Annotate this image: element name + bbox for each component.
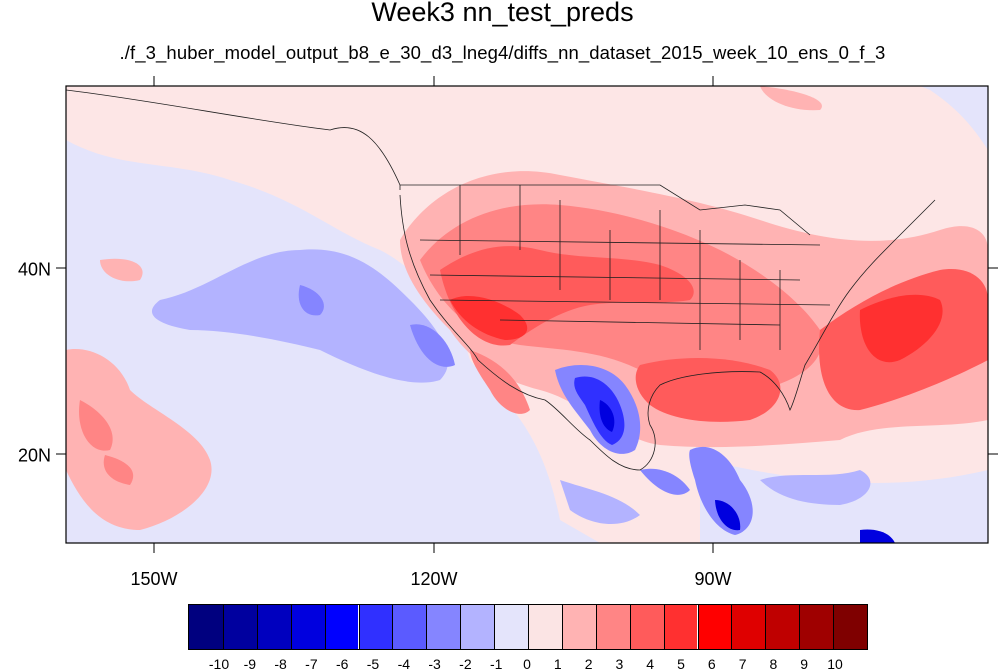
colorbar-swatch xyxy=(256,605,291,649)
lon-label-120w: 120W xyxy=(410,569,458,589)
colorbar-swatch xyxy=(426,605,461,649)
colorbar-tick-label: -2 xyxy=(459,656,472,672)
colorbar-swatch xyxy=(629,605,664,649)
colorbar-tick-label: -3 xyxy=(428,656,441,672)
plot-frame xyxy=(65,85,989,544)
colorbar-swatch xyxy=(833,605,867,649)
colorbar-tick-label: -7 xyxy=(305,656,318,672)
map-title: Week3 nn_test_preds xyxy=(371,0,634,27)
colorbar-tick-label: 2 xyxy=(584,656,593,672)
colorbar-swatch xyxy=(460,605,495,649)
colorbar-swatch xyxy=(324,605,359,649)
lat-label-20n: 20N xyxy=(18,445,52,466)
colorbar-swatch xyxy=(222,605,257,649)
colorbar-tick-label: -9 xyxy=(243,656,257,672)
colorbar-swatch xyxy=(358,605,393,649)
colorbar-tick-label: -6 xyxy=(335,656,349,672)
colorbar-tick-label: 9 xyxy=(800,656,809,672)
map-plot xyxy=(56,76,998,553)
anomaly-field xyxy=(66,86,988,543)
colorbar-swatch xyxy=(290,605,325,649)
colorbar-swatch xyxy=(528,605,562,649)
colorbar-tick-label: 7 xyxy=(738,656,747,672)
colorbar-swatch xyxy=(663,605,698,649)
colorbar-tick-label: 4 xyxy=(646,656,655,672)
colorbar-tick-label: -5 xyxy=(366,656,380,672)
colorbar-tick-label: 5 xyxy=(677,656,685,672)
colorbar-swatch xyxy=(189,605,223,649)
colorbar-swatch xyxy=(731,605,766,649)
colorbar-tick-label: 1 xyxy=(553,656,562,672)
colorbar-tick-label: -4 xyxy=(397,656,411,672)
colorbar-swatch xyxy=(561,605,596,649)
lon-label-90w: 90W xyxy=(694,569,732,589)
lat-label-40n: 40N xyxy=(18,259,52,280)
colorbar-swatch xyxy=(697,605,732,649)
coastlines xyxy=(65,89,936,471)
colorbar-swatch xyxy=(799,605,834,649)
colorbar-swatch xyxy=(595,605,630,649)
colorbar-tick-label: -10 xyxy=(208,656,230,672)
colorbar-swatch xyxy=(392,605,427,649)
colorbar-tick-label: 10 xyxy=(827,656,843,672)
lon-label-150w: 150W xyxy=(130,569,178,589)
colorbar-tick-label: -1 xyxy=(489,656,503,672)
colorbar-tick-label: 0 xyxy=(523,656,531,672)
colorbar-tick-label: 3 xyxy=(615,656,624,672)
colorbar-tick-label: 6 xyxy=(707,656,716,672)
colorbar-tick-label: -8 xyxy=(274,656,287,672)
axis-ticks xyxy=(56,76,998,553)
colorbar-tick-label: 8 xyxy=(769,656,778,672)
map-subtitle: ./f_3_huber_model_output_b8_e_30_d3_lneg… xyxy=(119,42,886,63)
colorbar-swatch xyxy=(494,605,528,649)
colorbar-swatch xyxy=(765,605,800,649)
colorbar xyxy=(188,604,868,650)
